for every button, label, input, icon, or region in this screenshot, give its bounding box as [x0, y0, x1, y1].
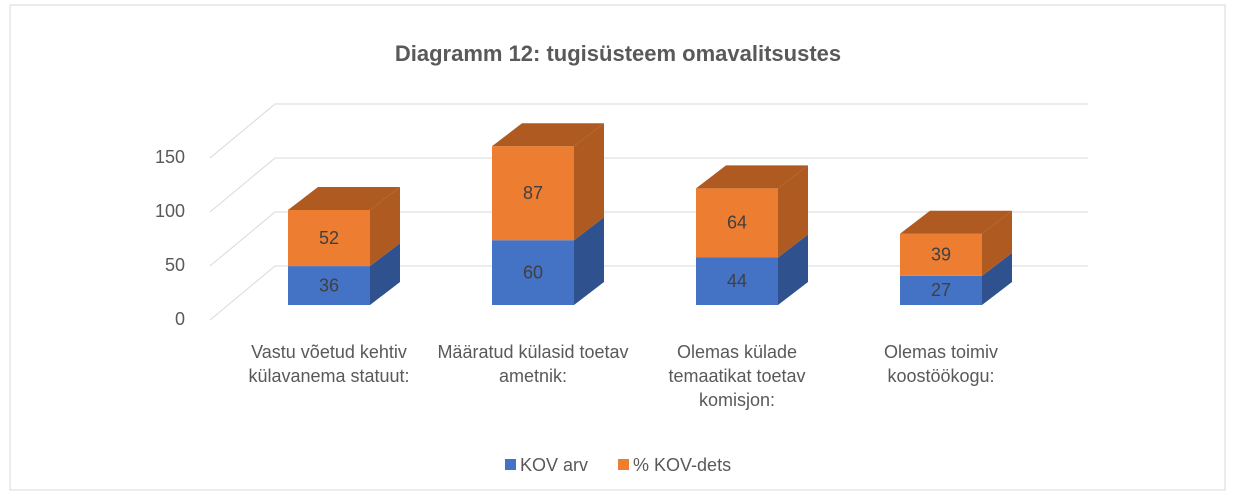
bar-side: [778, 165, 808, 258]
bar-top: [492, 123, 604, 147]
data-label: 64: [727, 213, 747, 233]
bar-side: [370, 186, 400, 267]
bar-side: [982, 210, 1012, 276]
bar-top: [900, 210, 1012, 234]
chart-title: Diagramm 12: tugisüsteem omavalitsustes: [395, 41, 841, 66]
x-tick-label-box: Olemas toimiv koostöökogu:: [883, 342, 999, 386]
data-label: 27: [931, 280, 951, 300]
x-tick-label-box: Olemas külade temaatikat toetav komisjon…: [668, 342, 806, 410]
bar-side: [778, 234, 808, 305]
grid-line: [209, 103, 1088, 159]
bar: [492, 240, 574, 305]
x-tick-label-box: Vastu võetud kehtiv külavanema statuut:: [248, 342, 410, 386]
bar-side: [574, 123, 604, 241]
legend-swatch: [505, 459, 516, 470]
bar-side: [574, 217, 604, 305]
x-tick-label: Olemas külade temaatikat toetav komisjon…: [668, 342, 806, 410]
data-label: 36: [319, 275, 339, 295]
legend-swatch: [618, 459, 630, 470]
bar: [288, 266, 370, 305]
x-tick-label: Vastu võetud kehtiv külavanema statuut:: [248, 342, 410, 386]
data-label: 44: [727, 271, 747, 291]
bar: [900, 233, 982, 276]
y-tick-label: 150: [155, 147, 185, 167]
x-tick-label-box: Määratud külasid toetav ametnik:: [437, 342, 629, 386]
bar-top: [696, 165, 808, 189]
data-label: 52: [319, 228, 339, 248]
legend-label: KOV arv: [520, 455, 588, 475]
x-tick-label: Olemas toimiv koostöökogu:: [883, 342, 999, 386]
bar-side: [982, 252, 1012, 305]
chart-border: [9, 4, 1226, 491]
y-tick-label: 0: [175, 309, 185, 329]
grid-line: [209, 211, 1088, 267]
legend-label: % KOV-dets: [633, 455, 731, 475]
y-tick-label: 100: [155, 201, 185, 221]
grid-line: [209, 157, 1088, 213]
bar: [492, 146, 574, 241]
bar: [288, 209, 370, 267]
y-tick-label: 50: [165, 255, 185, 275]
bar-top: [288, 186, 400, 210]
data-label: 87: [523, 183, 543, 203]
grid-line: [209, 265, 1088, 321]
bar: [696, 257, 778, 305]
bar: [900, 275, 982, 305]
bar-side: [370, 243, 400, 305]
data-label: 60: [523, 262, 543, 282]
data-label: 39: [931, 245, 951, 265]
bar: [696, 188, 778, 258]
x-tick-label: Määratud külasid toetav ametnik:: [437, 342, 629, 386]
